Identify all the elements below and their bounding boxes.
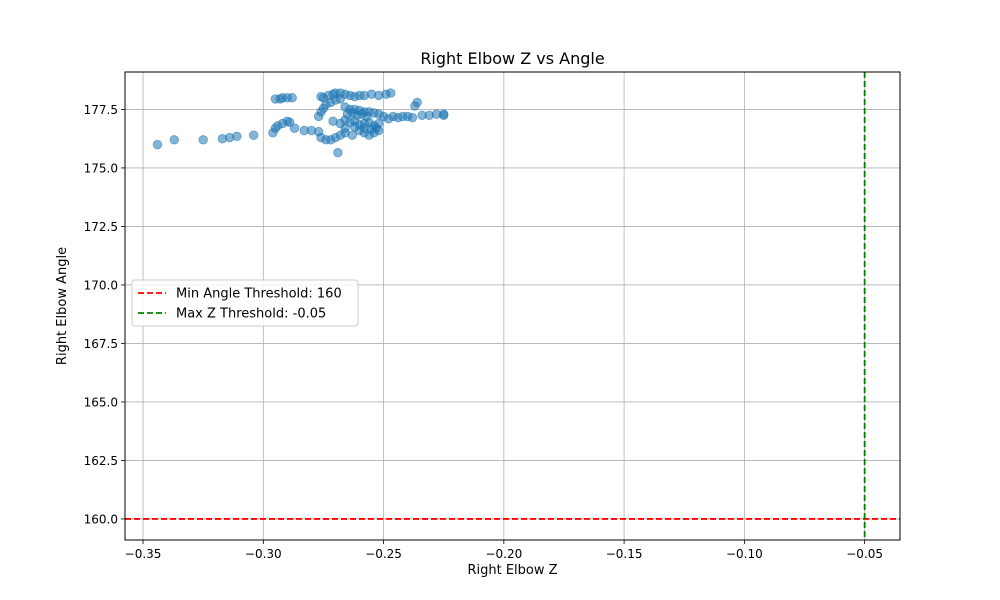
x-axis-label: Right Elbow Z [467, 563, 557, 578]
data-point [152, 139, 163, 150]
data-point [169, 135, 180, 145]
data-point [362, 111, 372, 122]
y-tick-label: 172.5 [84, 220, 118, 234]
data-point [439, 109, 449, 119]
threshold-lines [125, 72, 900, 540]
legend-max-z-label: Max Z Threshold: -0.05 [176, 307, 326, 322]
legend: Min Angle Threshold: 160 Max Z Threshold… [131, 279, 359, 327]
data-point [287, 93, 297, 103]
plot-frame [124, 71, 901, 541]
legend-box [131, 279, 359, 327]
data-point [371, 123, 382, 133]
y-tick-label: 167.5 [84, 337, 118, 351]
y-tick-label: 170.0 [84, 278, 118, 292]
x-tick-label: −0.35 [125, 547, 162, 561]
x-tick-label: −0.05 [846, 547, 883, 561]
y-axis-label: Right Elbow Angle [55, 247, 70, 365]
data-point [386, 88, 396, 98]
data-point [407, 112, 418, 123]
y-tick-label: 160.0 [84, 512, 118, 526]
y-tick-label: 177.5 [84, 103, 118, 117]
data-point [412, 97, 422, 108]
data-point [335, 94, 345, 104]
data-point [333, 148, 343, 158]
legend-min-angle-label: Min Angle Threshold: 160 [176, 287, 342, 302]
x-tick-label: −0.20 [485, 547, 522, 561]
data-point [232, 131, 242, 142]
data-point [198, 135, 208, 145]
data-point [340, 123, 350, 133]
data-point [248, 130, 259, 140]
y-axis-ticks: 160.0 162.5 165.0 167.5 170.0 172.5 175.0 177.5 [84, 103, 125, 526]
x-tick-label: −0.30 [245, 547, 282, 561]
y-tick-label: 175.0 [84, 161, 118, 175]
x-tick-label: −0.10 [726, 547, 763, 561]
data-point [350, 122, 360, 132]
y-tick-label: 162.5 [84, 454, 118, 468]
x-tick-label: −0.15 [606, 547, 643, 561]
x-axis-ticks: −0.35 −0.30 −0.25 −0.20 −0.15 −0.10 −0.05 [125, 540, 883, 561]
data-point [289, 123, 300, 133]
data-points [152, 88, 449, 158]
y-tick-label: 165.0 [84, 395, 118, 409]
x-tick-label: −0.25 [365, 547, 402, 561]
chart-title: Right Elbow Z vs Angle [420, 49, 604, 68]
